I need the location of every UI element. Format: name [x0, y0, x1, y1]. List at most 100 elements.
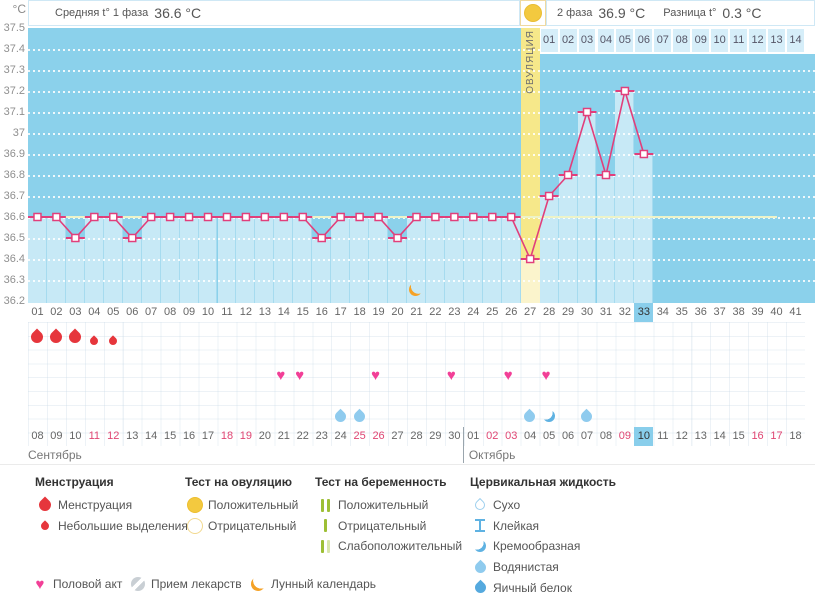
temp-point[interactable]	[450, 212, 459, 222]
date-cell[interactable]: 14	[145, 430, 158, 442]
day-column[interactable]	[388, 238, 407, 303]
cycle-day-cell[interactable]: 14	[277, 306, 290, 318]
temp-point[interactable]	[431, 212, 440, 222]
date-cell[interactable]: 10	[69, 430, 82, 442]
day-column[interactable]	[312, 238, 332, 303]
temp-point[interactable]	[71, 233, 80, 243]
temp-point[interactable]	[639, 149, 649, 159]
temp-point[interactable]	[317, 233, 326, 243]
cycle-day-cell[interactable]: 31	[599, 306, 613, 318]
cycle-day-cell[interactable]: 11	[221, 306, 233, 318]
temp-point[interactable]	[506, 212, 516, 222]
date-cell[interactable]: 11	[657, 430, 669, 442]
cycle-day-cell[interactable]: 05	[107, 306, 120, 318]
date-cell[interactable]: 08	[599, 430, 613, 442]
cycle-day-cell[interactable]: 28	[542, 306, 556, 318]
date-cell[interactable]: 05	[542, 430, 556, 442]
cycle-day-cell[interactable]: 39	[751, 306, 764, 318]
temp-point[interactable]	[90, 212, 99, 222]
date-cell[interactable]: 03	[505, 430, 518, 442]
date-cell[interactable]: 23	[315, 430, 328, 442]
date-cell[interactable]: 19	[239, 430, 253, 442]
temp-point[interactable]	[412, 212, 421, 222]
cycle-day-cell[interactable]: 21	[410, 306, 423, 318]
date-cell[interactable]: 14	[713, 430, 726, 442]
cycle-day-cell[interactable]: 12	[239, 306, 253, 318]
date-cell[interactable]: 09	[50, 430, 63, 442]
cycle-day-cell[interactable]: 09	[182, 306, 196, 318]
date-cell[interactable]: 08	[31, 430, 44, 442]
cycle-day-cell[interactable]: 15	[296, 306, 309, 318]
temp-point[interactable]	[260, 212, 270, 222]
day-column[interactable]	[65, 238, 85, 303]
temp-point[interactable]	[222, 212, 232, 222]
cycle-day-cell[interactable]: 23	[448, 306, 461, 318]
date-cell[interactable]: 30	[448, 430, 461, 442]
temp-point[interactable]	[203, 212, 213, 222]
date-cell[interactable]: 16	[751, 430, 764, 442]
date-cell[interactable]: 18	[789, 430, 802, 442]
cycle-day-cell[interactable]: 13	[258, 306, 271, 318]
date-cell[interactable]: 17	[201, 430, 215, 442]
cycle-day-cell[interactable]: 10	[201, 306, 215, 318]
temp-point[interactable]	[298, 212, 308, 222]
cycle-day-cell[interactable]: 20	[391, 306, 404, 318]
temp-point[interactable]	[488, 212, 497, 222]
date-cell[interactable]: 15	[163, 430, 177, 442]
day-column[interactable]	[539, 196, 559, 303]
date-cell[interactable]: 13	[694, 430, 707, 442]
date-cell[interactable]: 21	[277, 430, 290, 442]
date-cell[interactable]: 29	[429, 430, 442, 442]
date-cell[interactable]: 12	[675, 430, 688, 442]
day-column[interactable]	[577, 112, 597, 303]
cycle-day-cell[interactable]: 03	[69, 306, 82, 318]
date-cell[interactable]: 06	[561, 430, 575, 442]
temp-point[interactable]	[469, 212, 478, 222]
temp-point[interactable]	[336, 212, 345, 222]
cycle-day-cell[interactable]: 26	[505, 306, 518, 318]
cycle-day-cell[interactable]: 29	[561, 306, 575, 318]
cycle-day-cell[interactable]: 07	[145, 306, 158, 318]
date-cell[interactable]: 13	[126, 430, 139, 442]
temp-point[interactable]	[620, 86, 630, 96]
temp-point[interactable]	[52, 212, 61, 222]
date-cell[interactable]: 25	[353, 430, 366, 442]
date-cell[interactable]: 01	[467, 430, 480, 442]
date-cell[interactable]: 20	[258, 430, 271, 442]
cycle-day-cell[interactable]: 01	[31, 306, 44, 318]
date-cell[interactable]: 12	[107, 430, 120, 442]
date-cell[interactable]: 26	[372, 430, 385, 442]
temp-point[interactable]	[241, 212, 251, 222]
temp-point[interactable]	[393, 233, 402, 243]
temp-point[interactable]	[582, 107, 592, 117]
cycle-day-cell[interactable]: 06	[126, 306, 139, 318]
date-cell[interactable]: 04	[524, 430, 537, 442]
cycle-day-cell[interactable]: 04	[88, 306, 101, 318]
temp-point[interactable]	[525, 254, 535, 264]
temp-point[interactable]	[279, 212, 289, 222]
cycle-day-cell[interactable]: 19	[372, 306, 385, 318]
date-cell[interactable]: 18	[220, 430, 234, 442]
cycle-day-cell[interactable]: 27	[524, 306, 537, 318]
cycle-day-cell[interactable]: 30	[580, 306, 594, 318]
date-cell[interactable]: 15	[732, 430, 745, 442]
temp-point[interactable]	[146, 212, 156, 222]
temp-point[interactable]	[563, 170, 573, 180]
cycle-day-cell[interactable]: 02	[50, 306, 63, 318]
temp-point[interactable]	[127, 233, 137, 243]
date-cell[interactable]: 16	[182, 430, 196, 442]
cycle-day-cell[interactable]: 17	[334, 306, 347, 318]
day-column[interactable]	[122, 238, 142, 303]
cycle-day-cell[interactable]: 16	[315, 306, 328, 318]
date-cell[interactable]: 02	[486, 430, 499, 442]
cycle-day-cell[interactable]: 08	[163, 306, 177, 318]
temp-point[interactable]	[544, 191, 554, 201]
cycle-day-cell[interactable]: 25	[486, 306, 499, 318]
temp-point[interactable]	[33, 212, 42, 222]
temp-point[interactable]	[374, 212, 383, 222]
cycle-day-cell[interactable]: 18	[353, 306, 366, 318]
date-cell[interactable]: 27	[391, 430, 404, 442]
date-cell[interactable]: 22	[296, 430, 309, 442]
temp-point[interactable]	[184, 212, 194, 222]
temp-point[interactable]	[355, 212, 364, 222]
